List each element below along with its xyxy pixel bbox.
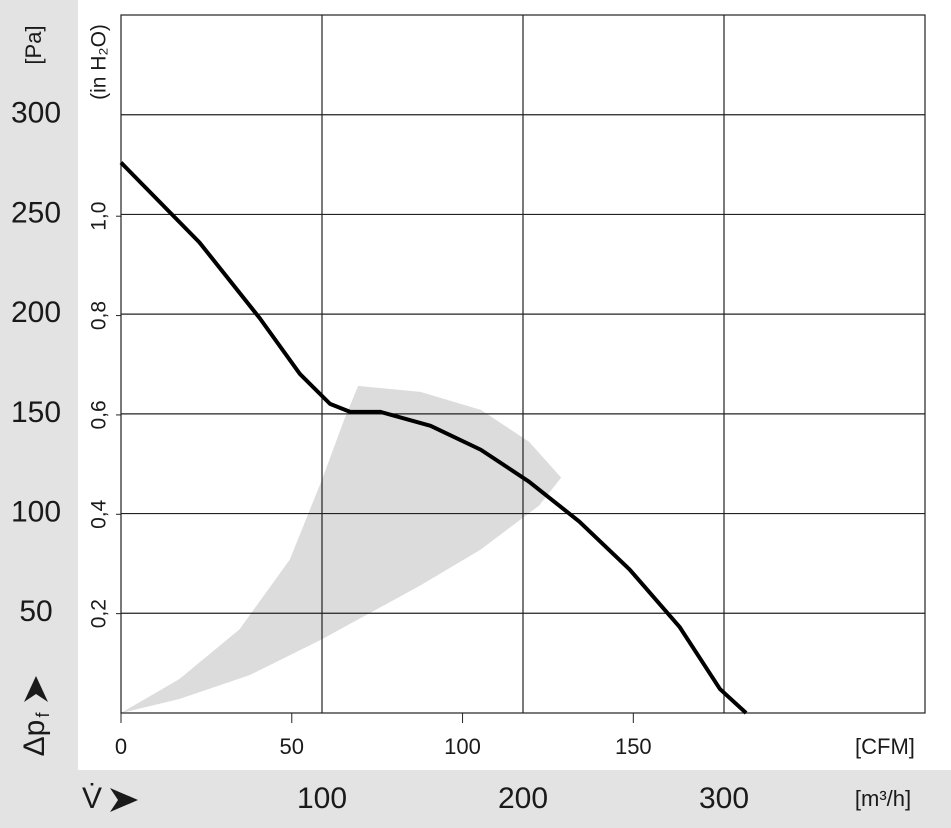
x-unit: [m³/h] <box>855 786 911 811</box>
x2-unit: [CFM] <box>855 734 915 759</box>
x2-tick-label: 150 <box>615 734 652 759</box>
y-tick-label: 200 <box>11 296 61 329</box>
y-tick-label: 100 <box>11 495 61 528</box>
x2-tick-label: 100 <box>444 734 481 759</box>
fan-curve <box>119 161 748 715</box>
x-tick-label: 200 <box>498 782 548 815</box>
x2-tick-label: 50 <box>280 734 304 759</box>
x-arrow <box>110 788 138 812</box>
operating-region <box>121 385 562 713</box>
y-label: Δp <box>18 720 51 757</box>
y2-tick-label: 0,2 <box>88 599 111 628</box>
bottom-band <box>0 770 951 828</box>
y-tick-label: 150 <box>11 396 61 429</box>
y-label-sub: f <box>33 712 53 718</box>
y-tick-label: 250 <box>11 196 61 229</box>
x-label: V̇ <box>82 782 102 815</box>
y2-tick-label: 0,6 <box>88 400 111 429</box>
y-tick-label: 50 <box>19 595 52 628</box>
y2-tick-label: 1,0 <box>88 202 111 231</box>
plot <box>116 14 926 723</box>
x-tick-label: 300 <box>699 782 749 815</box>
y-arrow <box>24 676 48 702</box>
y2-unit: (in H₂O) <box>88 24 111 100</box>
x-tick-label: 100 <box>297 782 347 815</box>
y-tick-label: 300 <box>11 97 61 130</box>
y-unit: [Pa] <box>21 25 46 64</box>
x2-tick-label: 0 <box>115 734 127 759</box>
y2-tick-label: 0,4 <box>88 499 111 529</box>
y2-tick-label: 0,8 <box>88 301 111 330</box>
